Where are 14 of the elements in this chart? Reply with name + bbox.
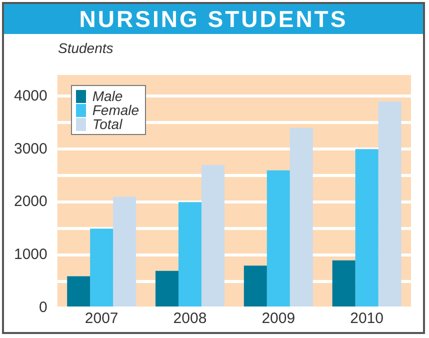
x-tick-label: 2010: [350, 310, 384, 328]
x-tick-label: 2007: [84, 310, 118, 328]
y-tick-label: 0: [39, 299, 48, 316]
legend-label: Male: [92, 88, 123, 104]
y-tick-label: 1000: [14, 246, 48, 264]
legend-label: Total: [92, 116, 122, 132]
chart-title: NURSING STUDENTS: [4, 4, 423, 34]
x-tick-label: 2009: [262, 310, 296, 328]
y-axis-title: Students: [58, 40, 114, 56]
y-tick-label: 3000: [14, 140, 48, 158]
y-tick-label: 2000: [14, 193, 48, 210]
x-tick-label: 2008: [173, 310, 207, 328]
legend-label: Female: [92, 102, 140, 118]
y-tick-label: 4000: [14, 87, 48, 104]
